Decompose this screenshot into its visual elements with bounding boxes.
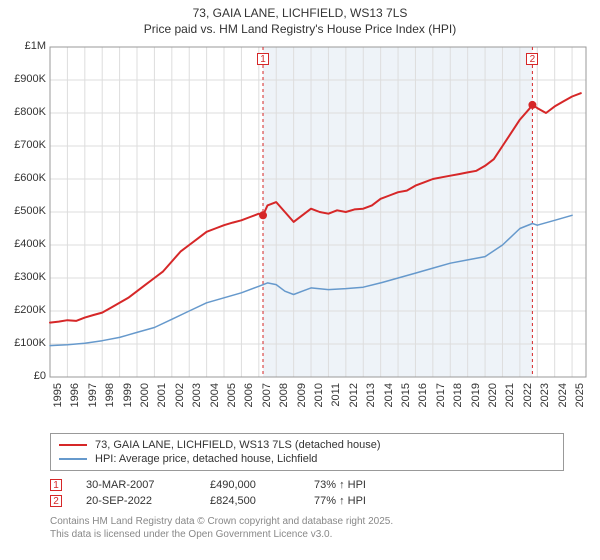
x-tick-label: 1999 — [122, 383, 134, 413]
sale-hpi: 77% ↑ HPI — [314, 495, 404, 507]
x-tick-label: 2003 — [191, 383, 203, 413]
y-tick-label: £800K — [8, 106, 46, 118]
x-tick-label: 1997 — [87, 383, 99, 413]
x-tick-label: 2004 — [209, 383, 221, 413]
sale-hpi: 73% ↑ HPI — [314, 479, 404, 491]
x-tick-label: 2009 — [296, 383, 308, 413]
sale-marker-label: 2 — [526, 53, 538, 65]
sale-row: 1 30-MAR-2007 £490,000 73% ↑ HPI — [50, 477, 564, 493]
x-tick-label: 2025 — [574, 383, 586, 413]
x-tick-label: 2013 — [365, 383, 377, 413]
x-tick-label: 1995 — [52, 383, 64, 413]
y-tick-label: £100K — [8, 337, 46, 349]
x-tick-label: 2023 — [539, 383, 551, 413]
sale-price: £490,000 — [210, 479, 290, 491]
x-tick-label: 2018 — [452, 383, 464, 413]
legend-item: 73, GAIA LANE, LICHFIELD, WS13 7LS (deta… — [59, 438, 555, 452]
x-tick-label: 2008 — [278, 383, 290, 413]
y-tick-label: £1M — [8, 40, 46, 52]
sale-price: £824,500 — [210, 495, 290, 507]
legend: 73, GAIA LANE, LICHFIELD, WS13 7LS (deta… — [50, 433, 564, 471]
y-tick-label: £900K — [8, 73, 46, 85]
x-tick-label: 2011 — [330, 383, 342, 413]
x-tick-label: 2007 — [261, 383, 273, 413]
legend-label: 73, GAIA LANE, LICHFIELD, WS13 7LS (deta… — [95, 439, 381, 451]
x-tick-label: 2021 — [504, 383, 516, 413]
x-tick-label: 2006 — [243, 383, 255, 413]
x-tick-label: 2016 — [417, 383, 429, 413]
chart-svg — [0, 37, 600, 427]
x-tick-label: 2012 — [348, 383, 360, 413]
x-tick-label: 2015 — [400, 383, 412, 413]
footnote: Contains HM Land Registry data © Crown c… — [50, 515, 564, 541]
legend-item: HPI: Average price, detached house, Lich… — [59, 452, 555, 466]
y-tick-label: £600K — [8, 172, 46, 184]
x-tick-label: 2020 — [487, 383, 499, 413]
footnote-line-1: Contains HM Land Registry data © Crown c… — [50, 515, 564, 528]
title-line-2: Price paid vs. HM Land Registry's House … — [0, 22, 600, 38]
x-tick-label: 2010 — [313, 383, 325, 413]
x-tick-label: 2014 — [383, 383, 395, 413]
x-tick-label: 2001 — [156, 383, 168, 413]
sale-marker-label: 1 — [257, 53, 269, 65]
sale-row: 2 20-SEP-2022 £824,500 77% ↑ HPI — [50, 493, 564, 509]
y-tick-label: £500K — [8, 205, 46, 217]
x-tick-label: 2019 — [470, 383, 482, 413]
y-tick-label: £400K — [8, 238, 46, 250]
x-tick-label: 2000 — [139, 383, 151, 413]
x-tick-label: 2022 — [522, 383, 534, 413]
sale-marker-icon: 1 — [50, 479, 62, 491]
y-tick-label: £0 — [8, 370, 46, 382]
legend-label: HPI: Average price, detached house, Lich… — [95, 453, 317, 465]
x-tick-label: 2002 — [174, 383, 186, 413]
chart-area: £0 £100K £200K £300K £400K £500K £600K £700K £80… — [0, 37, 600, 427]
x-tick-label: 2024 — [557, 383, 569, 413]
x-tick-label: 1996 — [69, 383, 81, 413]
legend-swatch — [59, 444, 87, 446]
title-line-1: 73, GAIA LANE, LICHFIELD, WS13 7LS — [0, 6, 600, 22]
sale-marker-icon: 2 — [50, 495, 62, 507]
footnote-line-2: This data is licensed under the Open Gov… — [50, 528, 564, 541]
sale-date: 20-SEP-2022 — [86, 495, 186, 507]
legend-swatch — [59, 458, 87, 460]
x-tick-label: 2005 — [226, 383, 238, 413]
y-tick-label: £700K — [8, 139, 46, 151]
x-tick-label: 1998 — [104, 383, 116, 413]
y-tick-label: £200K — [8, 304, 46, 316]
y-tick-label: £300K — [8, 271, 46, 283]
chart-title: 73, GAIA LANE, LICHFIELD, WS13 7LS Price… — [0, 0, 600, 37]
x-tick-label: 2017 — [435, 383, 447, 413]
sales-table: 1 30-MAR-2007 £490,000 73% ↑ HPI 2 20-SEP-202… — [50, 477, 564, 509]
sale-date: 30-MAR-2007 — [86, 479, 186, 491]
